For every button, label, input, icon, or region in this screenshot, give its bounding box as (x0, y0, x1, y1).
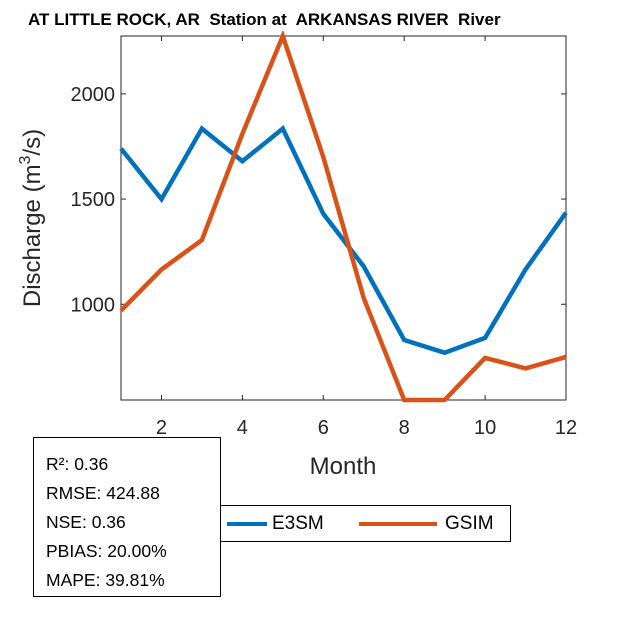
stat-pbias: PBIAS: 20.00% (46, 541, 167, 561)
stat-mape: MAPE: 39.81% (46, 570, 165, 590)
chart-title: AT LITTLE ROCK, AR Station at ARKANSAS R… (28, 10, 501, 29)
stat-nse: NSE: 0.36 (46, 512, 126, 532)
x-tick-label: 2 (156, 417, 167, 439)
x-tick-label: 4 (237, 417, 248, 439)
stat-r2: R²: 0.36 (46, 454, 109, 474)
axis-ticks: 2 4 6 8 10 12 1000 1500 2000 (71, 36, 577, 439)
stats-box: R²: 0.36 RMSE: 424.88 NSE: 0.36 PBIAS: 2… (33, 437, 221, 597)
legend-label-gsim: GSIM (445, 513, 494, 534)
y-tick-label: 1000 (71, 294, 116, 316)
x-axis-label: Month (310, 453, 377, 480)
plot-area (120, 35, 567, 401)
legend-swatch-e3sm (227, 522, 267, 526)
legend-label-e3sm: E3SM (272, 513, 324, 534)
x-tick-label: 6 (318, 417, 329, 439)
y-tick-label: 1500 (71, 189, 116, 211)
x-tick-label: 8 (399, 417, 410, 439)
series-lines (119, 29, 568, 403)
x-tick-label: 10 (474, 417, 496, 439)
y-axis-label: Discharge (m3/s) (17, 129, 46, 307)
series-line-gsim (119, 29, 567, 403)
x-tick-label: 12 (555, 417, 577, 439)
series-line-e3sm (119, 125, 568, 356)
y-tick-label: 2000 (71, 84, 116, 106)
legend: E3SM GSIM (221, 505, 511, 542)
legend-swatch-gsim (359, 522, 437, 526)
stat-rmse: RMSE: 424.88 (46, 483, 160, 503)
